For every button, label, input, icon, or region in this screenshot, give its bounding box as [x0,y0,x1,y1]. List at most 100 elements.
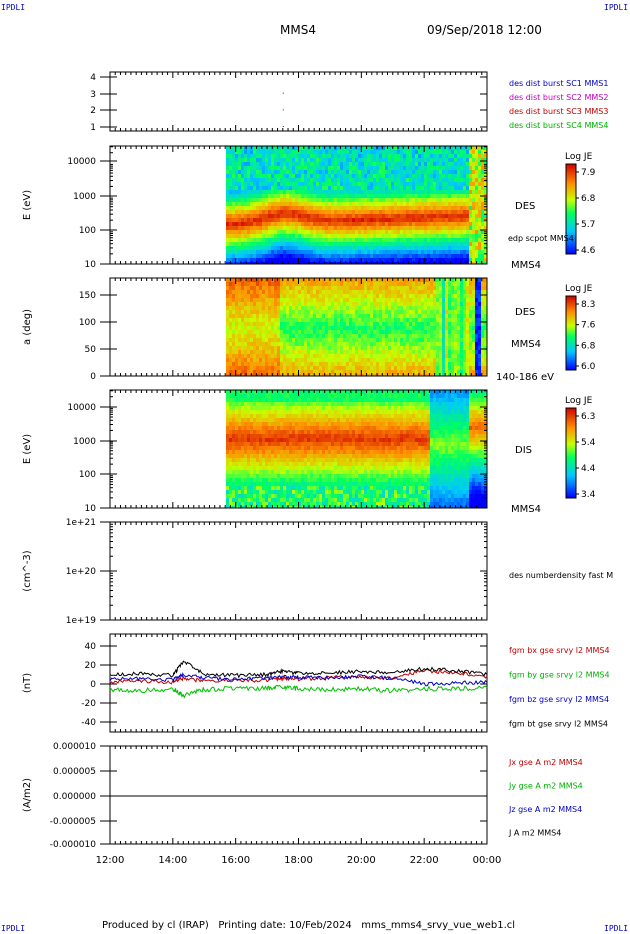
spectrogram-cell [274,258,277,262]
spectrogram-cell [343,222,346,226]
spectrogram-cell [280,290,283,294]
spectrogram-cell [361,278,364,282]
spectrogram-cell [388,170,391,174]
spectrogram-cell [337,362,340,366]
spectrogram-cell [310,186,313,190]
spectrogram-cell [343,162,346,166]
spectrogram-cell [331,362,334,366]
spectrogram-cell [445,174,448,178]
spectrogram-cell [280,210,283,214]
spectrogram-cell [325,278,328,282]
spectrogram-cell [358,310,361,314]
spectrogram-cell [460,230,463,234]
spectrogram-cell [391,170,394,174]
spectrogram-cell [463,186,466,190]
spectrogram-cell [439,302,442,306]
spectrogram-cell [286,154,289,158]
spectrogram-cell [391,190,394,194]
spectrogram-cell [361,162,364,166]
spectrogram-cell [280,366,283,370]
spectrogram-cell [379,154,382,158]
spectrogram-cell [286,338,289,342]
spectrogram-cell [388,370,391,374]
spectrogram-cell [367,150,370,154]
spectrogram-cell [367,210,370,214]
spectrogram-cell [457,218,460,222]
spectrogram-cell [385,250,388,254]
spectrogram-cell [457,158,460,162]
spectrogram-cell [277,230,280,234]
spectrogram-cell [448,262,451,264]
spectrogram-cell [475,234,478,238]
spectrogram-cell [298,306,301,310]
spectrogram-cell [292,238,295,242]
spectrogram-cell [244,322,247,326]
spectrogram-cell [280,338,283,342]
spectrogram-cell [271,338,274,342]
spectrogram-cell [367,230,370,234]
spectrogram-cell [343,214,346,218]
spectrogram-cell [454,158,457,162]
spectrogram-cell [349,162,352,166]
spectrogram-cell [448,162,451,166]
spectrogram-cell [238,286,241,290]
spectrogram-cell [250,210,253,214]
spectrogram-cell [481,162,484,166]
spectrogram-cell [379,338,382,342]
spectrogram-cell [241,234,244,238]
spectrogram-cell [316,306,319,310]
spectrogram-cell [382,358,385,362]
spectrogram-cell [415,302,418,306]
spectrogram-cell [472,250,475,254]
spectrogram-cell [427,198,430,202]
spectrogram-cell [283,166,286,170]
spectrogram-cell [298,302,301,306]
spectrogram-cell [418,190,421,194]
spectrogram-cell [412,210,415,214]
spectrogram-cell [481,198,484,202]
spectrogram-cell [421,202,424,206]
panel-3-spectrogram [226,278,487,376]
spectrogram-cell [397,286,400,290]
spectrogram-cell [256,290,259,294]
spectrogram-cell [343,350,346,354]
spectrogram-cell [364,318,367,322]
spectrogram-cell [418,170,421,174]
spectrogram-cell [280,246,283,250]
spectrogram-cell [268,374,271,376]
spectrogram-cell [424,158,427,162]
spectrogram-cell [244,370,247,374]
spectrogram-cell [427,202,430,206]
spectrogram-cell [295,326,298,330]
spectrogram-cell [262,170,265,174]
spectrogram-cell [277,326,280,330]
spectrogram-cell [250,238,253,242]
spectrogram-cell [385,238,388,242]
spectrogram-cell [328,246,331,250]
spectrogram-cell [382,238,385,242]
spectrogram-cell [310,366,313,370]
spectrogram-cell [427,290,430,294]
spectrogram-cell [439,166,442,170]
spectrogram-cell [454,310,457,314]
spectrogram-cell [352,162,355,166]
spectrogram-cell [457,234,460,238]
spectrogram-cell [472,146,475,150]
spectrogram-cell [388,362,391,366]
spectrogram-cell [400,362,403,366]
spectrogram-cell [364,362,367,366]
spectrogram-cell [466,250,469,254]
spectrogram-cell [277,370,280,374]
spectrogram-cell [229,182,232,186]
spectrogram-cell [253,278,256,282]
spectrogram-cell [262,230,265,234]
spectrogram-cell [289,230,292,234]
spectrogram-cell [445,370,448,374]
spectrogram-cell [310,170,313,174]
spectrogram-cell [256,278,259,282]
spectrogram-cell [421,298,424,302]
spectrogram-cell [226,226,229,230]
spectrogram-cell [253,198,256,202]
spectrogram-cell [370,182,373,186]
spectrogram-cell [379,198,382,202]
